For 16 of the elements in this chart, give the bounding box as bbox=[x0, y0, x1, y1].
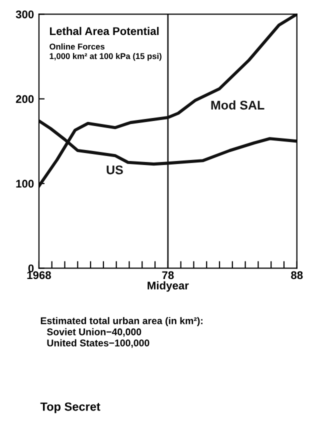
x-tick-label: 1968 bbox=[27, 271, 51, 280]
x-tick-label: 88 bbox=[291, 271, 303, 280]
text: Online Forces 1,000 km² at 100 kPa (15 psi) bbox=[50, 43, 162, 61]
text: Soviet Union−40,000 bbox=[46, 328, 142, 337]
series-label: Mod SAL bbox=[211, 100, 264, 110]
text: United States−100,000 bbox=[47, 339, 150, 348]
y-tick-label: 0 bbox=[28, 264, 34, 272]
y-tick-label: 100 bbox=[16, 180, 34, 188]
text: Estimated total urban area (in km²): bbox=[40, 317, 202, 326]
y-tick-label: 300 bbox=[16, 10, 34, 18]
series-label: US bbox=[106, 165, 123, 174]
y-tick-label: 200 bbox=[16, 95, 34, 103]
x-axis-title: Midyear bbox=[148, 281, 189, 292]
text: Top Secret bbox=[40, 402, 100, 414]
text: Lethal Area Potential bbox=[50, 26, 159, 36]
x-tick-label: 78 bbox=[162, 271, 174, 280]
